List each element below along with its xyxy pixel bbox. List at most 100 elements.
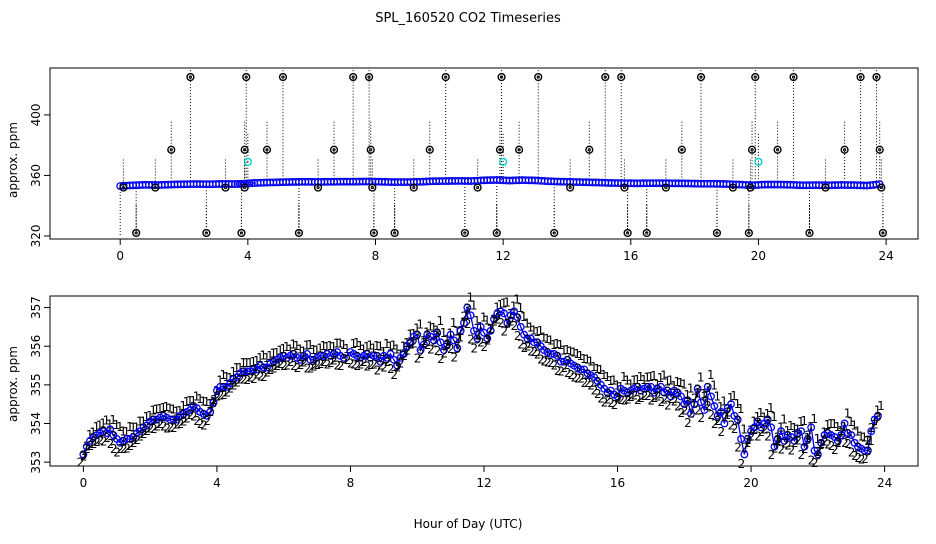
series-point (847, 431, 856, 440)
marker-label-1: 1 (830, 417, 838, 431)
marker-label-2: 2 (547, 356, 555, 370)
plot1-x-tick-label: 16 (623, 249, 638, 263)
series-point (516, 322, 525, 331)
marker-label-2: 2 (397, 356, 405, 370)
outlier-point (872, 72, 881, 82)
marker-label-3: 3 (413, 329, 421, 343)
marker-label-1: 1 (336, 336, 344, 350)
plot2-x-tick-label: 24 (877, 476, 892, 490)
marker-label-3: 3 (310, 354, 318, 368)
outlier-point-core (823, 185, 828, 190)
marker-label-2: 2 (203, 414, 211, 428)
marker-label-2: 2 (567, 368, 575, 382)
series-point (413, 330, 422, 339)
series-point (513, 313, 522, 322)
marker-label-2: 2 (113, 445, 121, 459)
marker-label-3: 3 (774, 433, 782, 447)
marker-label-1: 1 (169, 403, 177, 417)
series-point (613, 392, 622, 401)
marker-label-2: 2 (350, 358, 358, 372)
marker-label-3: 3 (504, 317, 512, 331)
marker-label-2: 2 (143, 424, 151, 438)
series-point (667, 392, 675, 401)
outlier-point-core (204, 231, 208, 235)
marker-label-1: 1 (697, 370, 705, 384)
marker-label-2: 2 (314, 358, 322, 372)
marker-label-1: 1 (270, 347, 278, 361)
marker-label-1: 1 (390, 338, 398, 352)
marker-label-2: 2 (748, 430, 756, 444)
marker-label-2: 2 (123, 442, 131, 456)
marker-label-1: 1 (129, 421, 137, 435)
marker-label-2: 2 (581, 376, 589, 390)
series-point (803, 435, 812, 443)
marker-label-1: 1 (834, 420, 842, 434)
marker-label-1: 1 (770, 410, 778, 424)
marker-label-2: 2 (808, 453, 816, 467)
marker-label-2: 2 (531, 345, 539, 359)
outlier-point-core (664, 185, 668, 190)
marker-label-3: 3 (140, 421, 148, 435)
marker-label-1: 1 (590, 360, 598, 374)
marker-label-2: 2 (404, 344, 412, 358)
outlier-point-core (369, 148, 373, 152)
outlier-point (746, 183, 755, 192)
marker-label-2: 2 (367, 358, 375, 372)
marker-label-1: 1 (580, 352, 588, 366)
series-point (800, 442, 809, 451)
outlier-point-core (351, 75, 355, 79)
marker-label-2: 2 (591, 383, 599, 397)
marker-label-2: 2 (467, 333, 475, 347)
marker-label-1: 1 (386, 340, 394, 354)
marker-label-1: 1 (487, 322, 495, 336)
outlier-point-core (881, 231, 885, 235)
marker-label-2: 2 (801, 442, 809, 456)
series-point (453, 344, 462, 353)
marker-label-2: 2 (624, 393, 632, 407)
marker-label-1: 1 (119, 425, 127, 439)
outlier-point (875, 145, 884, 154)
marker-label-2: 2 (430, 335, 438, 349)
outlier-point-core (316, 185, 320, 190)
marker-label-1: 1 (280, 342, 288, 356)
marker-label-3: 3 (484, 333, 492, 347)
marker-label-1: 1 (540, 331, 548, 345)
outlier-point-core (223, 185, 228, 190)
marker-label-2: 2 (117, 442, 125, 456)
marker-label-2: 2 (320, 355, 328, 369)
series-point (576, 365, 585, 374)
outlier-point (601, 72, 610, 82)
outlier-point (495, 145, 505, 154)
marker-label-2: 2 (157, 417, 165, 431)
marker-label-1: 1 (199, 395, 207, 409)
marker-label-2: 2 (274, 359, 282, 373)
marker-label-2: 2 (654, 390, 662, 404)
marker-label-1: 1 (847, 415, 855, 429)
marker-label-1: 1 (677, 376, 685, 390)
outlier-point (585, 145, 594, 154)
outlier-point (237, 228, 246, 238)
outlier-point-core (552, 231, 556, 235)
outlier-point-core (476, 185, 480, 190)
marker-label-1: 1 (370, 341, 378, 355)
marker-label-1: 1 (133, 420, 141, 434)
marker-label-3: 3 (604, 387, 612, 401)
marker-label-2: 2 (768, 448, 776, 462)
series-point (553, 351, 562, 360)
marker-label-1: 1 (233, 361, 241, 375)
marker-label-1: 1 (497, 298, 505, 312)
outlier-point-core (412, 185, 416, 190)
marker-label-2: 2 (210, 393, 218, 407)
marker-label-2: 2 (384, 355, 392, 369)
marker-label-2: 2 (107, 437, 115, 451)
marker-label-3: 3 (443, 338, 451, 352)
outlier-point (773, 145, 782, 154)
marker-label-2: 2 (207, 405, 215, 419)
marker-label-3: 3 (714, 410, 722, 424)
marker-label-2: 2 (243, 373, 251, 387)
marker-label-1: 1 (266, 349, 274, 363)
marker-label-1: 1 (617, 380, 625, 394)
outlier-point (677, 145, 686, 154)
marker-label-1: 1 (300, 344, 308, 358)
